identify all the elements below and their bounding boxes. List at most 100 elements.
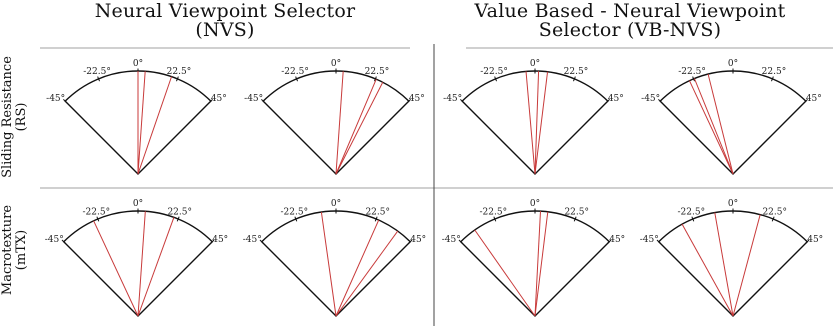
angle-tick [691, 216, 695, 222]
angle-tick-label: 45° [807, 235, 823, 245]
angle-tick-label: 0° [331, 199, 341, 209]
column-title-vb-nvs-line1: Value Based - Neural Viewpoint [474, 0, 786, 22]
angle-tick [607, 239, 612, 244]
angle-tick-label: 45° [806, 94, 822, 104]
angle-tick [374, 216, 378, 222]
angle-tick-label: 0° [133, 59, 143, 69]
viewpoint-ray [474, 229, 536, 317]
angle-tick [573, 216, 577, 222]
angle-tick-label: -45° [442, 235, 461, 245]
viewpoint-ray [681, 223, 734, 317]
angle-tick [803, 99, 808, 104]
viewpoint-ray [693, 78, 734, 175]
angle-tick [208, 99, 213, 104]
angle-tick [493, 216, 497, 222]
sector-outline [659, 70, 807, 175]
viewpoint-ray [689, 80, 734, 175]
viewpoint-ray [707, 73, 734, 175]
angle-tick [373, 76, 377, 82]
angle-tick [406, 99, 411, 104]
angle-tick-label: -45° [45, 235, 64, 245]
angle-tick [460, 99, 465, 104]
angle-tick-label: -45° [243, 235, 262, 245]
viewpoint-panel: -45° -22.5° 0° 22.5° 45° [443, 59, 624, 175]
angle-tick-label: 22.5° [762, 207, 787, 217]
viewpoint-ray [714, 212, 734, 317]
viewpoint-ray [534, 71, 540, 175]
angle-tick-label: -22.5° [83, 67, 111, 77]
viewpoint-ray [335, 81, 384, 175]
viewpoint-ray [137, 217, 175, 317]
column-title-nvs-line2: (NVS) [195, 19, 255, 41]
panels: -45° -22.5° 0° 22.5° 45° -45° -22.5° 0° 22.5° 45°… [45, 59, 823, 317]
angle-tick-label: -22.5° [82, 207, 110, 217]
angle-tick [63, 99, 68, 104]
column-title-nvs: Neural Viewpoint Selector (NVS) [40, 2, 410, 40]
angle-tick-label: 22.5° [365, 67, 390, 77]
viewpoint-ray [335, 78, 377, 175]
angle-tick-label: 45° [211, 94, 227, 104]
angle-tick [96, 216, 100, 222]
sector-outline [62, 210, 214, 317]
angle-tick-label: -22.5° [678, 67, 706, 77]
angle-tick [61, 239, 66, 244]
viewpoint-ray [320, 211, 337, 317]
angle-tick-label: 22.5° [564, 207, 589, 217]
angle-tick-label: 22.5° [167, 207, 192, 217]
angle-tick [176, 216, 180, 222]
angle-tick-label: -22.5° [677, 207, 705, 217]
viewpoint-panel: -45° -22.5° 0° 22.5° 45° [243, 199, 426, 317]
angle-tick-label: -22.5° [480, 67, 508, 77]
viewpoint-ray [525, 71, 536, 175]
angle-tick-label: -22.5° [281, 67, 309, 77]
angle-tick [458, 239, 463, 244]
angle-tick-label: -45° [641, 94, 660, 104]
viewpoint-ray [534, 211, 549, 317]
angle-tick-label: 45° [212, 235, 228, 245]
angle-tick [210, 239, 215, 244]
sector-outline [262, 70, 410, 175]
angle-tick-label: 0° [728, 59, 738, 69]
viewpoint-ray [335, 230, 399, 317]
angle-tick [175, 76, 179, 82]
angle-tick-label: 45° [609, 235, 625, 245]
angle-tick [261, 99, 266, 104]
angle-tick [656, 239, 661, 244]
angle-tick [294, 216, 298, 222]
viewpoint-ray [93, 220, 139, 317]
angle-tick-label: -45° [46, 94, 65, 104]
column-title-vb-nvs: Value Based - Neural Viewpoint Selector … [445, 2, 815, 40]
angle-tick [605, 99, 610, 104]
angle-tick-label: 45° [409, 94, 425, 104]
angle-tick-label: -45° [244, 94, 263, 104]
angle-tick-label: 0° [530, 199, 540, 209]
viewpoint-ray [732, 214, 761, 317]
angle-tick [259, 239, 264, 244]
sector-outline [657, 210, 809, 317]
angle-tick-label: 45° [410, 235, 426, 245]
angle-tick [692, 76, 696, 82]
viewpoint-panel: -45° -22.5° 0° 22.5° 45° [46, 59, 227, 175]
angle-tick-label: -22.5° [479, 207, 507, 217]
viewpoint-panel: -45° -22.5° 0° 22.5° 45° [244, 59, 425, 175]
angle-tick-label: 22.5° [167, 67, 192, 77]
angle-tick-label: 22.5° [762, 67, 787, 77]
angle-tick-label: 0° [133, 199, 143, 209]
viewpoint-panel: -45° -22.5° 0° 22.5° 45° [442, 199, 625, 317]
viewpoint-ray [137, 211, 146, 317]
viewpoint-ray [335, 71, 344, 175]
angle-tick [771, 216, 775, 222]
column-title-nvs-line1: Neural Viewpoint Selector [94, 0, 356, 22]
angle-tick-label: 22.5° [564, 67, 589, 77]
viewpoint-ray [137, 76, 173, 175]
angle-tick-label: -22.5° [280, 207, 308, 217]
angle-tick-label: -45° [443, 94, 462, 104]
sector-outline [459, 210, 611, 317]
sector-outline [461, 70, 609, 175]
sector-outline [260, 210, 412, 317]
viewpoint-panel: -45° -22.5° 0° 22.5° 45° [45, 199, 228, 317]
angle-tick [494, 76, 498, 82]
angle-tick-label: -45° [640, 235, 659, 245]
angle-tick-label: 45° [608, 94, 624, 104]
angle-tick-label: 0° [728, 199, 738, 209]
